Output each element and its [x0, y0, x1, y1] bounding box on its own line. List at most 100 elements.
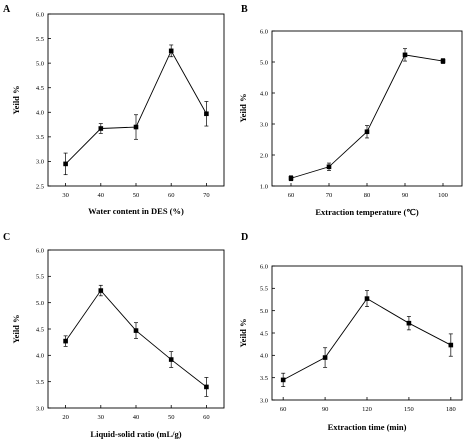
x-axis: 30 40 50 60 70 — [62, 183, 210, 199]
data-point — [204, 111, 209, 117]
x-tick-label: 50 — [133, 192, 140, 199]
x-tick-label: 180 — [446, 406, 456, 413]
y-axis: 2.5 3.0 3.5 4.0 4.5 5.0 5.5 6.0 — [36, 11, 51, 190]
y-axis: 3.0 3.5 4.0 4.5 5.0 5.5 6.0 — [36, 247, 51, 412]
x-tick-label: 20 — [62, 414, 69, 421]
data-point — [448, 342, 454, 348]
y-tick-label: 2.0 — [260, 152, 268, 159]
x-tick-label: 40 — [133, 414, 140, 421]
data-series — [63, 284, 209, 397]
x-tick-label: 60 — [203, 414, 210, 421]
x-tick-label: 70 — [326, 192, 333, 199]
x-tick-label: 120 — [362, 406, 372, 413]
x-axis: 20 30 40 50 60 — [62, 405, 210, 421]
panel-a: A 2.5 3.0 3.5 4.0 4.5 5.0 5.5 6.0 30 40 50 60 70 Ye… — [3, 4, 225, 216]
y-tick-label: 4.5 — [260, 330, 268, 337]
data-point — [133, 328, 139, 333]
data-point — [98, 288, 104, 293]
data-point — [322, 355, 328, 360]
y-tick-label: 3.5 — [36, 134, 44, 141]
y-tick-label: 3.0 — [260, 121, 268, 128]
data-point — [288, 175, 294, 181]
y-tick-label: 4.5 — [36, 326, 44, 333]
data-point — [440, 58, 446, 64]
y-tick-label: 5.5 — [260, 286, 268, 293]
x-axis-label: Water content in DES (%) — [88, 206, 184, 216]
plot-frame — [271, 265, 463, 401]
x-tick-label: 60 — [168, 192, 175, 199]
x-axis-label: Extraction temperature (℃) — [315, 207, 418, 217]
y-tick-label: 5.5 — [36, 274, 44, 281]
y-tick-label: 4.5 — [36, 85, 44, 92]
data-point — [98, 126, 104, 131]
y-tick-label: 4.0 — [36, 110, 44, 117]
x-tick-label: 90 — [322, 406, 329, 413]
y-axis-label: Yeild % — [11, 85, 21, 114]
y-tick-label: 3.0 — [36, 159, 44, 166]
data-point — [326, 164, 332, 170]
data-point — [63, 338, 68, 344]
data-point — [63, 161, 68, 167]
x-tick-label: 150 — [404, 406, 414, 413]
data-point — [168, 48, 174, 54]
data-point — [406, 320, 412, 326]
y-tick-label: 6.0 — [36, 247, 44, 254]
y-tick-label: 5.0 — [260, 308, 268, 315]
y-tick-label: 3.0 — [260, 397, 268, 404]
x-axis-label: Liquid-solid ratio (mL/g) — [90, 429, 181, 439]
x-tick-label: 40 — [98, 192, 105, 199]
y-axis-label: Yeild % — [11, 314, 21, 343]
y-tick-label: 6.0 — [260, 28, 268, 35]
y-axis: 1.0 2.0 3.0 4.0 5.0 6.0 — [260, 28, 275, 190]
x-tick-label: 60 — [288, 192, 295, 199]
y-tick-label: 6.0 — [260, 263, 268, 270]
series-line — [282, 298, 452, 381]
panel-c: C 3.0 3.5 4.0 4.5 5.0 5.5 6.0 20 30 40 50 60 Yeild… — [3, 232, 225, 439]
y-tick-label: 4.0 — [260, 90, 268, 97]
data-series — [63, 44, 209, 176]
x-tick-label: 100 — [438, 192, 448, 199]
series-line — [290, 54, 444, 179]
data-point — [364, 296, 370, 301]
x-tick-label: 60 — [280, 406, 287, 413]
x-tick-label: 80 — [364, 192, 371, 199]
y-tick-label: 5.0 — [36, 60, 44, 67]
x-tick-label: 90 — [402, 192, 409, 199]
data-point — [168, 357, 174, 362]
panel-d: D 3.0 3.5 4.0 4.5 5.0 5.5 6.0 60 90 120 150 180 Ye… — [238, 232, 463, 432]
data-point — [364, 129, 370, 135]
plot-frame — [271, 30, 463, 187]
y-tick-label: 2.5 — [36, 183, 44, 190]
y-tick-label: 3.5 — [260, 375, 268, 382]
data-series — [280, 290, 454, 387]
data-point — [280, 377, 286, 383]
panel-letter: D — [241, 232, 248, 243]
x-axis-label: Extraction time (min) — [328, 422, 407, 432]
y-axis-label: Yeild % — [238, 93, 248, 122]
y-tick-label: 4.0 — [260, 353, 268, 360]
x-tick-label: 50 — [168, 414, 175, 421]
data-point — [133, 124, 139, 130]
x-axis: 60 90 120 150 180 — [280, 397, 456, 413]
y-axis-label: Yeild % — [238, 318, 248, 347]
data-series — [288, 48, 446, 182]
plot-frame — [47, 13, 225, 187]
x-tick-label: 30 — [98, 414, 105, 421]
panel-letter: B — [241, 4, 248, 15]
y-tick-label: 5.0 — [36, 300, 44, 307]
data-point — [204, 384, 209, 390]
y-tick-label: 3.5 — [36, 379, 44, 386]
x-axis: 60 70 80 90 100 — [288, 183, 448, 199]
panel-letter: A — [3, 4, 11, 15]
y-tick-label: 3.0 — [36, 405, 44, 412]
x-tick-label: 70 — [203, 192, 210, 199]
series-line — [65, 49, 207, 165]
y-tick-label: 6.0 — [36, 11, 44, 18]
panel-letter: C — [3, 232, 10, 243]
panel-b: B 1.0 2.0 3.0 4.0 5.0 6.0 60 70 80 90 100 Yeild %… — [238, 4, 463, 217]
x-tick-label: 30 — [62, 192, 69, 199]
data-point — [402, 52, 408, 58]
y-tick-label: 1.0 — [260, 183, 268, 190]
y-tick-label: 5.5 — [36, 36, 44, 43]
